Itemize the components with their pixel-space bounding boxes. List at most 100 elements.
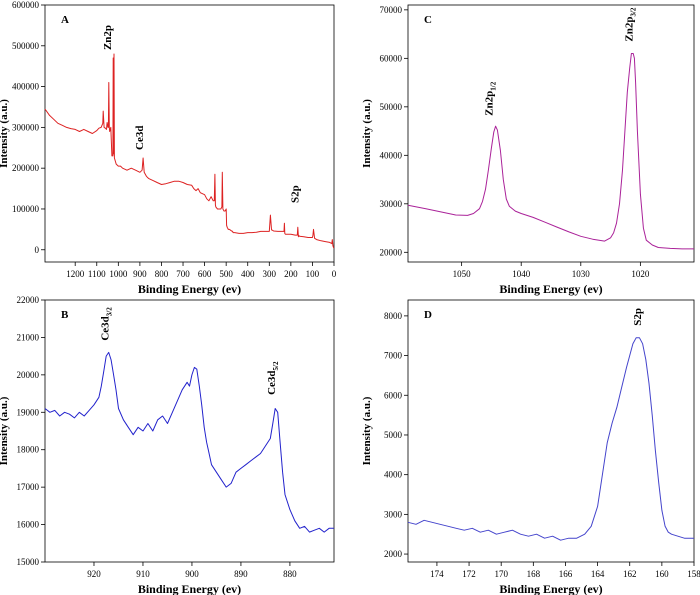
x-tick-label: 1000 <box>109 269 128 279</box>
y-tick-label: 19000 <box>17 407 40 417</box>
y-tick-label: 70000 <box>380 5 403 15</box>
y-tick-label: 600000 <box>12 0 40 10</box>
y-tick-label: 18000 <box>17 445 40 455</box>
y-tick-label: 300000 <box>12 122 40 132</box>
y-tick-label: 22000 <box>17 295 40 305</box>
panel-label: B <box>61 309 69 321</box>
x-tick-label: 890 <box>234 569 248 579</box>
x-tick-label: 162 <box>623 569 637 579</box>
x-tick-label: 600 <box>198 269 212 279</box>
x-tick-label: 1020 <box>631 269 650 279</box>
y-tick-label: 7000 <box>384 351 403 361</box>
peak-annotation: Ce3d <box>134 126 146 150</box>
x-tick-label: 880 <box>283 569 297 579</box>
peak-annotation-name: Zn2p <box>102 25 114 50</box>
y-axis-label: Intensity (a.u.) <box>0 396 10 465</box>
peak-annotation-name: S2p <box>289 185 301 203</box>
x-axis-label: Binding Energy (ev) <box>499 582 602 595</box>
x-tick-label: 920 <box>87 569 101 579</box>
x-tick-label: 1100 <box>88 269 106 279</box>
x-tick-label: 700 <box>176 269 190 279</box>
y-tick-label: 4000 <box>384 470 403 480</box>
x-tick-label: 1030 <box>572 269 591 279</box>
x-tick-label: 100 <box>306 269 320 279</box>
y-tick-label: 16000 <box>17 520 40 530</box>
peak-annotation-subscript: 3/2 <box>630 7 638 16</box>
x-tick-label: 900 <box>185 569 199 579</box>
y-tick-label: 6000 <box>384 390 403 400</box>
y-tick-label: 200000 <box>12 163 40 173</box>
x-tick-label: 166 <box>559 569 573 579</box>
peak-annotation: Zn2p1/2 <box>484 81 498 116</box>
peak-annotation-subscript: 3/2 <box>106 307 114 316</box>
plot-frame <box>44 299 335 563</box>
x-axis-label: Binding Energy (ev) <box>138 582 241 595</box>
peak-annotation-name: Ce3d <box>266 370 278 394</box>
y-tick-label: 21000 <box>17 332 40 342</box>
spectrum-line-S2p <box>407 337 694 541</box>
y-tick-label: 2000 <box>384 549 403 559</box>
x-tick-label: 1200 <box>66 269 85 279</box>
x-tick-label: 200 <box>284 269 298 279</box>
peak-annotation-name: Ce3d <box>100 316 112 340</box>
plot-frame <box>407 4 695 263</box>
x-tick-label: 158 <box>687 569 700 579</box>
x-axis-label: Binding Energy (ev) <box>499 282 602 296</box>
peak-annotation: S2p <box>289 185 301 203</box>
y-tick-label: 15000 <box>17 557 40 567</box>
x-tick-label: 900 <box>133 269 147 279</box>
y-tick-label: 100000 <box>12 204 40 214</box>
plot-frame <box>44 4 335 263</box>
y-tick-label: 20000 <box>380 247 403 257</box>
spectrum-line-Zn2p <box>407 53 694 250</box>
y-tick-label: 400000 <box>12 82 40 92</box>
peak-annotation-name: Zn2p <box>624 17 636 42</box>
peak-annotation: Zn2p3/2 <box>624 7 638 42</box>
y-tick-label: 500000 <box>12 41 40 51</box>
y-tick-label: 50000 <box>380 102 403 112</box>
y-axis-label: Intensity (a.u.) <box>361 99 373 168</box>
peak-annotation: Ce3d3/2 <box>100 307 114 341</box>
panel-D: 174 172 170 168 166 164 162 160 158 2000 3000 4000 5… <box>361 299 700 595</box>
spectrum-line-survey <box>44 53 335 249</box>
peak-annotation-subscript: 1/2 <box>490 81 498 90</box>
x-tick-label: 800 <box>155 269 169 279</box>
y-tick-label: 0 <box>35 245 40 255</box>
y-tick-label: 17000 <box>17 482 40 492</box>
plot-frame <box>407 299 695 563</box>
x-axis-label: Binding Energy (ev) <box>138 282 241 296</box>
x-tick-label: 172 <box>462 569 476 579</box>
peak-annotation: S2p <box>632 308 644 326</box>
peak-annotation: Ce3d5/2 <box>266 361 280 395</box>
panel-label: C <box>424 14 432 26</box>
x-tick-label: 910 <box>136 569 150 579</box>
x-tick-label: 1050 <box>453 269 472 279</box>
peak-annotation-name: Zn2p <box>484 91 496 116</box>
x-tick-label: 160 <box>655 569 669 579</box>
panel-label: D <box>424 309 432 321</box>
y-axis-label: Intensity (a.u.) <box>0 99 10 168</box>
peak-annotation-subscript: 5/2 <box>272 361 280 370</box>
panel-A: 1200 1100 1000 900 800 700 600 500 400 300 200 100 0… <box>0 0 337 296</box>
panel-B: 920 910 900 890 880 15000 16000 17000 18000 19000… <box>0 295 335 595</box>
y-tick-label: 5000 <box>384 430 403 440</box>
x-tick-label: 170 <box>494 569 508 579</box>
x-tick-label: 0 <box>332 269 337 279</box>
y-tick-label: 60000 <box>380 53 403 63</box>
y-tick-label: 20000 <box>17 370 40 380</box>
peak-annotation-name: S2p <box>632 308 644 326</box>
peak-annotation-name: Ce3d <box>134 126 146 150</box>
x-tick-label: 174 <box>430 569 444 579</box>
y-tick-label: 30000 <box>380 199 403 209</box>
y-axis-label: Intensity (a.u.) <box>361 396 373 465</box>
y-tick-label: 40000 <box>380 150 403 160</box>
peak-annotation: Zn2p <box>102 25 114 50</box>
x-tick-label: 1040 <box>512 269 531 279</box>
y-tick-label: 8000 <box>384 311 403 321</box>
x-tick-label: 400 <box>241 269 255 279</box>
panel-C: 1050 1040 1030 1020 20000 30000 40000 50000 6000… <box>361 4 695 296</box>
x-tick-label: 300 <box>263 269 277 279</box>
x-tick-label: 168 <box>527 569 541 579</box>
y-tick-label: 3000 <box>384 509 403 519</box>
